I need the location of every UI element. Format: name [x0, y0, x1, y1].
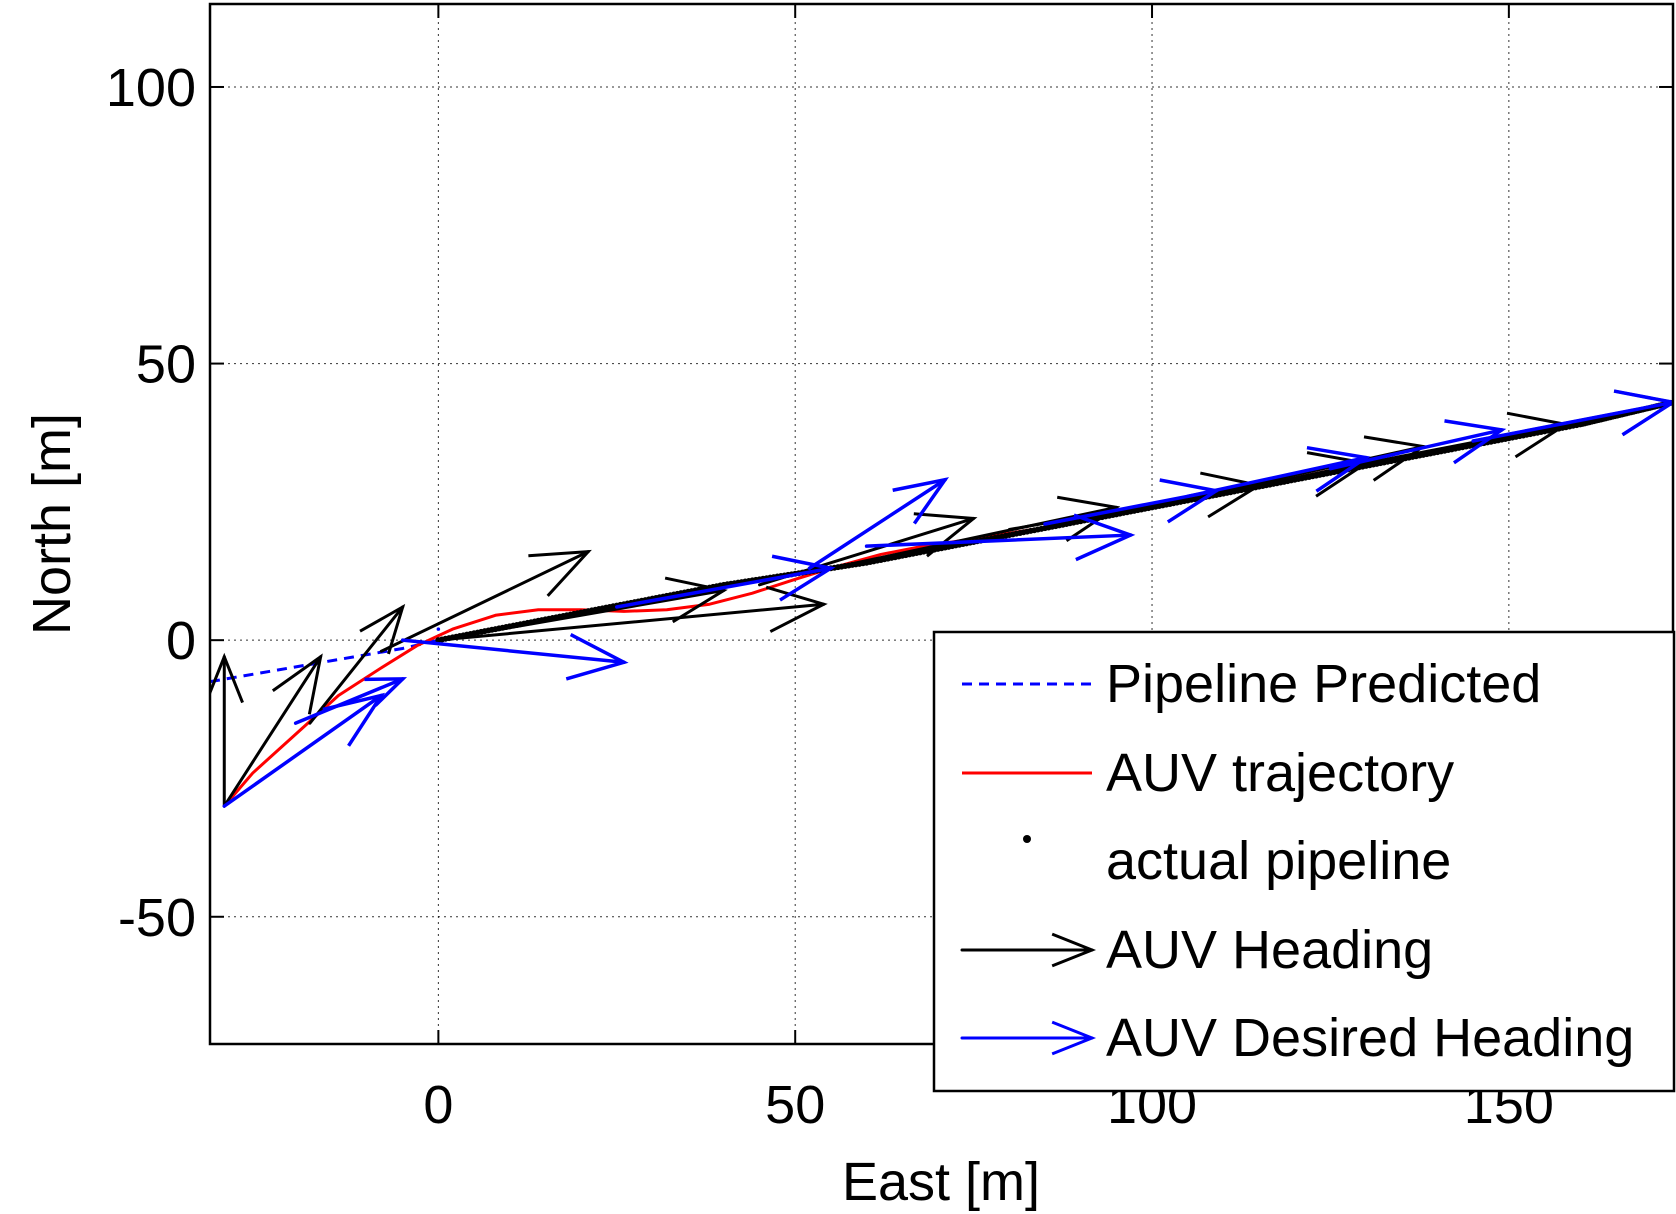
arrow-head — [1073, 513, 1136, 562]
arrow-head — [1613, 389, 1673, 437]
legend-swatch — [1023, 835, 1031, 843]
arrow-head — [565, 633, 629, 681]
arrow-head — [664, 576, 728, 624]
y-tick-label: -50 — [118, 888, 196, 948]
arrow-shaft — [222, 655, 323, 808]
arrow-head — [1051, 932, 1097, 968]
arrow-shaft — [864, 533, 1133, 548]
arrow-head — [1306, 445, 1371, 493]
legend-item-actual-pipeline: actual pipeline — [1023, 831, 1451, 891]
arrow-auv-desired-heading — [807, 477, 950, 571]
arrow-shaft — [436, 588, 726, 642]
arrow-shaft — [222, 693, 384, 808]
legend: Pipeline Predicted AUV trajectory actual p… — [932, 630, 1676, 1093]
legend-label: Pipeline Predicted — [1106, 654, 1541, 714]
legend-box — [932, 630, 1676, 1093]
legend-swatch — [960, 932, 1097, 968]
arrow-auv-desired-heading — [1185, 445, 1371, 499]
legend-label: AUV Heading — [1106, 920, 1433, 980]
y-axis-label: North [m] — [22, 413, 82, 635]
y-tick-label: 100 — [106, 58, 196, 118]
arrow-shaft — [807, 477, 947, 571]
legend-item-auv-heading: AUV Heading — [960, 920, 1433, 980]
legend-swatch — [960, 1020, 1097, 1056]
arrow-auv-desired-heading — [864, 513, 1136, 562]
y-tick-label: 0 — [166, 611, 196, 671]
legend-item-pipeline-predicted: Pipeline Predicted — [962, 654, 1541, 714]
arrow-head — [271, 653, 323, 715]
arrow-head — [359, 603, 406, 655]
arrow-shaft — [436, 602, 826, 642]
arrow-auv-heading — [379, 549, 592, 653]
y-tick-label: 50 — [136, 335, 196, 395]
legend-item-auv-desired-heading: AUV Desired Heading — [960, 1008, 1634, 1068]
arrow-shaft — [379, 550, 590, 653]
arrow-auv-desired-heading — [1471, 389, 1673, 443]
ticks — [210, 4, 1673, 1044]
arrow-auv-heading — [222, 653, 323, 808]
arrow-head — [364, 677, 408, 707]
arrow-head — [210, 652, 244, 704]
x-tick-label: 0 — [423, 1075, 453, 1135]
arrow-head — [1444, 419, 1507, 465]
arrow-head — [1051, 1020, 1097, 1056]
legend-label: actual pipeline — [1106, 831, 1451, 891]
arrow-auv-desired-heading — [1328, 419, 1507, 471]
arrow-shaft — [1471, 400, 1673, 443]
legend-label: AUV trajectory — [1106, 743, 1454, 803]
arrow-auv-desired-heading — [400, 633, 629, 681]
x-axis-label: East [m] — [842, 1152, 1040, 1212]
arrow-shaft — [615, 566, 833, 609]
legend-label: AUV Desired Heading — [1106, 1008, 1634, 1068]
arrow-shaft — [1150, 461, 1368, 509]
arrow-auv-heading — [436, 576, 728, 642]
arrow-shaft — [400, 638, 626, 665]
arrow-shaft — [1185, 455, 1368, 499]
arrow-shaft — [293, 677, 405, 725]
arrow-auv-desired-heading — [293, 677, 408, 725]
arrow-shaft — [1328, 428, 1504, 471]
arrow-head — [892, 477, 950, 525]
arrow-head — [1056, 495, 1121, 543]
arrow-auv-desired-heading — [615, 554, 836, 609]
plot-data — [210, 389, 1673, 808]
x-tick-label: 50 — [765, 1075, 825, 1135]
legend-item-auv-trajectory: AUV trajectory — [962, 743, 1454, 803]
arrow-auv-heading — [308, 603, 406, 725]
arrow-head — [771, 554, 836, 602]
arrow-shaft — [308, 605, 405, 725]
arrow-head — [528, 549, 592, 597]
arrow-auv-heading — [436, 585, 828, 642]
series-line-pipeline-predicted — [210, 638, 439, 684]
arrow-head — [765, 585, 828, 633]
arrow-auv-heading — [210, 652, 244, 808]
